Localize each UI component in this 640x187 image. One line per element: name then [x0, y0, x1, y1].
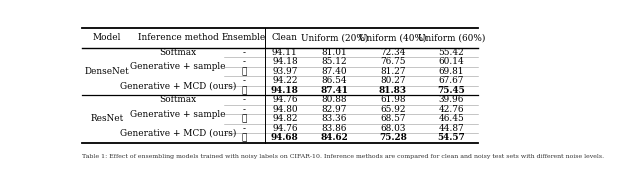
- Text: Softmax: Softmax: [159, 95, 196, 104]
- Text: Clean: Clean: [272, 33, 298, 42]
- Text: 80.88: 80.88: [322, 95, 347, 104]
- Text: 55.42: 55.42: [438, 48, 465, 57]
- Text: 84.62: 84.62: [321, 133, 348, 142]
- Text: 87.40: 87.40: [322, 67, 348, 76]
- Text: 54.57: 54.57: [438, 133, 465, 142]
- Text: 39.96: 39.96: [439, 95, 464, 104]
- Text: Softmax: Softmax: [159, 48, 196, 57]
- Text: 94.11: 94.11: [272, 48, 298, 57]
- Text: -: -: [243, 105, 246, 114]
- Text: Inference method: Inference method: [138, 33, 218, 42]
- Text: Generative + MCD (ours): Generative + MCD (ours): [120, 129, 236, 138]
- Text: 85.12: 85.12: [322, 57, 348, 66]
- Text: Uniform (60%): Uniform (60%): [418, 33, 485, 42]
- Text: 61.98: 61.98: [380, 95, 406, 104]
- Text: 65.92: 65.92: [380, 105, 406, 114]
- Text: 60.14: 60.14: [438, 57, 465, 66]
- Text: 81.27: 81.27: [380, 67, 406, 76]
- Text: -: -: [243, 48, 246, 57]
- Text: 83.36: 83.36: [322, 114, 347, 123]
- Text: Uniform (20%): Uniform (20%): [301, 33, 368, 42]
- Text: 69.81: 69.81: [439, 67, 464, 76]
- Text: ✓: ✓: [241, 67, 247, 76]
- Text: ResNet: ResNet: [91, 114, 124, 123]
- Text: Model: Model: [93, 33, 122, 42]
- Text: 42.76: 42.76: [439, 105, 464, 114]
- Text: 81.01: 81.01: [321, 48, 348, 57]
- Text: Table 1: Effect of ensembling models trained with noisy labels on CIFAR-10. Infe: Table 1: Effect of ensembling models tra…: [83, 154, 605, 159]
- Text: 72.34: 72.34: [380, 48, 406, 57]
- Text: Uniform (40%): Uniform (40%): [359, 33, 427, 42]
- Text: 83.86: 83.86: [322, 124, 347, 133]
- Text: ✓: ✓: [241, 86, 247, 95]
- Text: 87.41: 87.41: [321, 86, 348, 95]
- Text: Generative + sample: Generative + sample: [130, 110, 226, 119]
- Text: 94.76: 94.76: [272, 95, 298, 104]
- Text: ✓: ✓: [241, 133, 247, 142]
- Text: 94.76: 94.76: [272, 124, 298, 133]
- Text: 67.67: 67.67: [439, 76, 464, 85]
- Text: 82.97: 82.97: [322, 105, 347, 114]
- Text: 94.80: 94.80: [272, 105, 298, 114]
- Text: -: -: [243, 95, 246, 104]
- Text: ✓: ✓: [241, 114, 247, 123]
- Text: 46.45: 46.45: [438, 114, 465, 123]
- Text: DenseNet: DenseNet: [85, 67, 129, 76]
- Text: Ensemble: Ensemble: [222, 33, 266, 42]
- Text: 75.45: 75.45: [438, 86, 465, 95]
- Text: 86.54: 86.54: [322, 76, 348, 85]
- Text: 44.87: 44.87: [438, 124, 464, 133]
- Text: 68.57: 68.57: [380, 114, 406, 123]
- Text: -: -: [243, 57, 246, 66]
- Text: 94.18: 94.18: [272, 57, 298, 66]
- Text: -: -: [243, 76, 246, 85]
- Text: 76.75: 76.75: [380, 57, 406, 66]
- Text: 94.18: 94.18: [271, 86, 299, 95]
- Text: Generative + MCD (ours): Generative + MCD (ours): [120, 81, 236, 90]
- Text: Generative + sample: Generative + sample: [130, 62, 226, 71]
- Text: -: -: [243, 124, 246, 133]
- Text: 81.83: 81.83: [379, 86, 407, 95]
- Text: 75.28: 75.28: [379, 133, 407, 142]
- Text: 80.27: 80.27: [380, 76, 406, 85]
- Text: 93.97: 93.97: [272, 67, 298, 76]
- Text: 94.68: 94.68: [271, 133, 299, 142]
- Text: 94.22: 94.22: [272, 76, 298, 85]
- Text: 68.03: 68.03: [380, 124, 406, 133]
- Text: 94.82: 94.82: [272, 114, 298, 123]
